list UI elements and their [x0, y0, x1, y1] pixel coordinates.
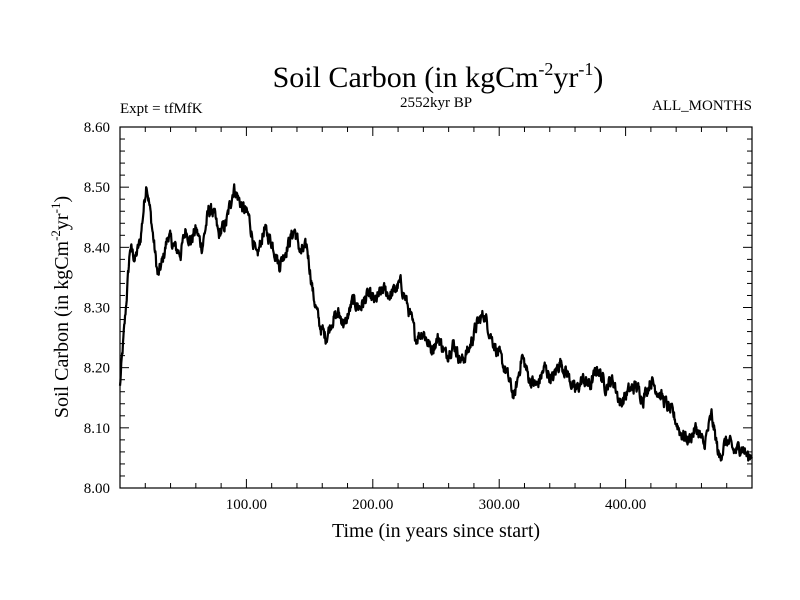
y-tick-label: 8.60 — [84, 120, 110, 136]
subtitle-experiment: Expt = tfMfK — [120, 101, 203, 117]
y-axis: 8.00 8.10 8.20 8.30 8.40 8.50 8.60 — [84, 120, 752, 497]
x-tick-label: 400.00 — [605, 497, 646, 513]
x-tick-label: 100.00 — [226, 497, 267, 513]
y-tick-label: 8.20 — [84, 361, 110, 377]
series-line-soil-carbon — [118, 183, 753, 462]
chart-title: Soil Carbon (in kgCm-2yr-1) — [273, 59, 604, 94]
x-tick-label: 200.00 — [352, 497, 393, 513]
plot-frame — [119, 126, 753, 489]
y-tick-label: 8.40 — [84, 240, 110, 256]
y-tick-label: 8.50 — [84, 180, 110, 196]
subtitle-period: 2552kyr BP — [400, 95, 472, 111]
y-tick-label: 8.00 — [84, 481, 110, 497]
x-axis: 100.00 200.00 300.00 400.00 — [144, 127, 728, 513]
y-tick-label: 8.10 — [84, 421, 110, 437]
x-tick-label: 300.00 — [479, 497, 520, 513]
y-axis-label: Soil Carbon (in kgCm-2yr-1) — [48, 196, 73, 418]
subtitle-months: ALL_MONTHS — [652, 98, 752, 114]
y-tick-label: 8.30 — [84, 301, 110, 317]
x-axis-label: Time (in years since start) — [332, 520, 540, 542]
